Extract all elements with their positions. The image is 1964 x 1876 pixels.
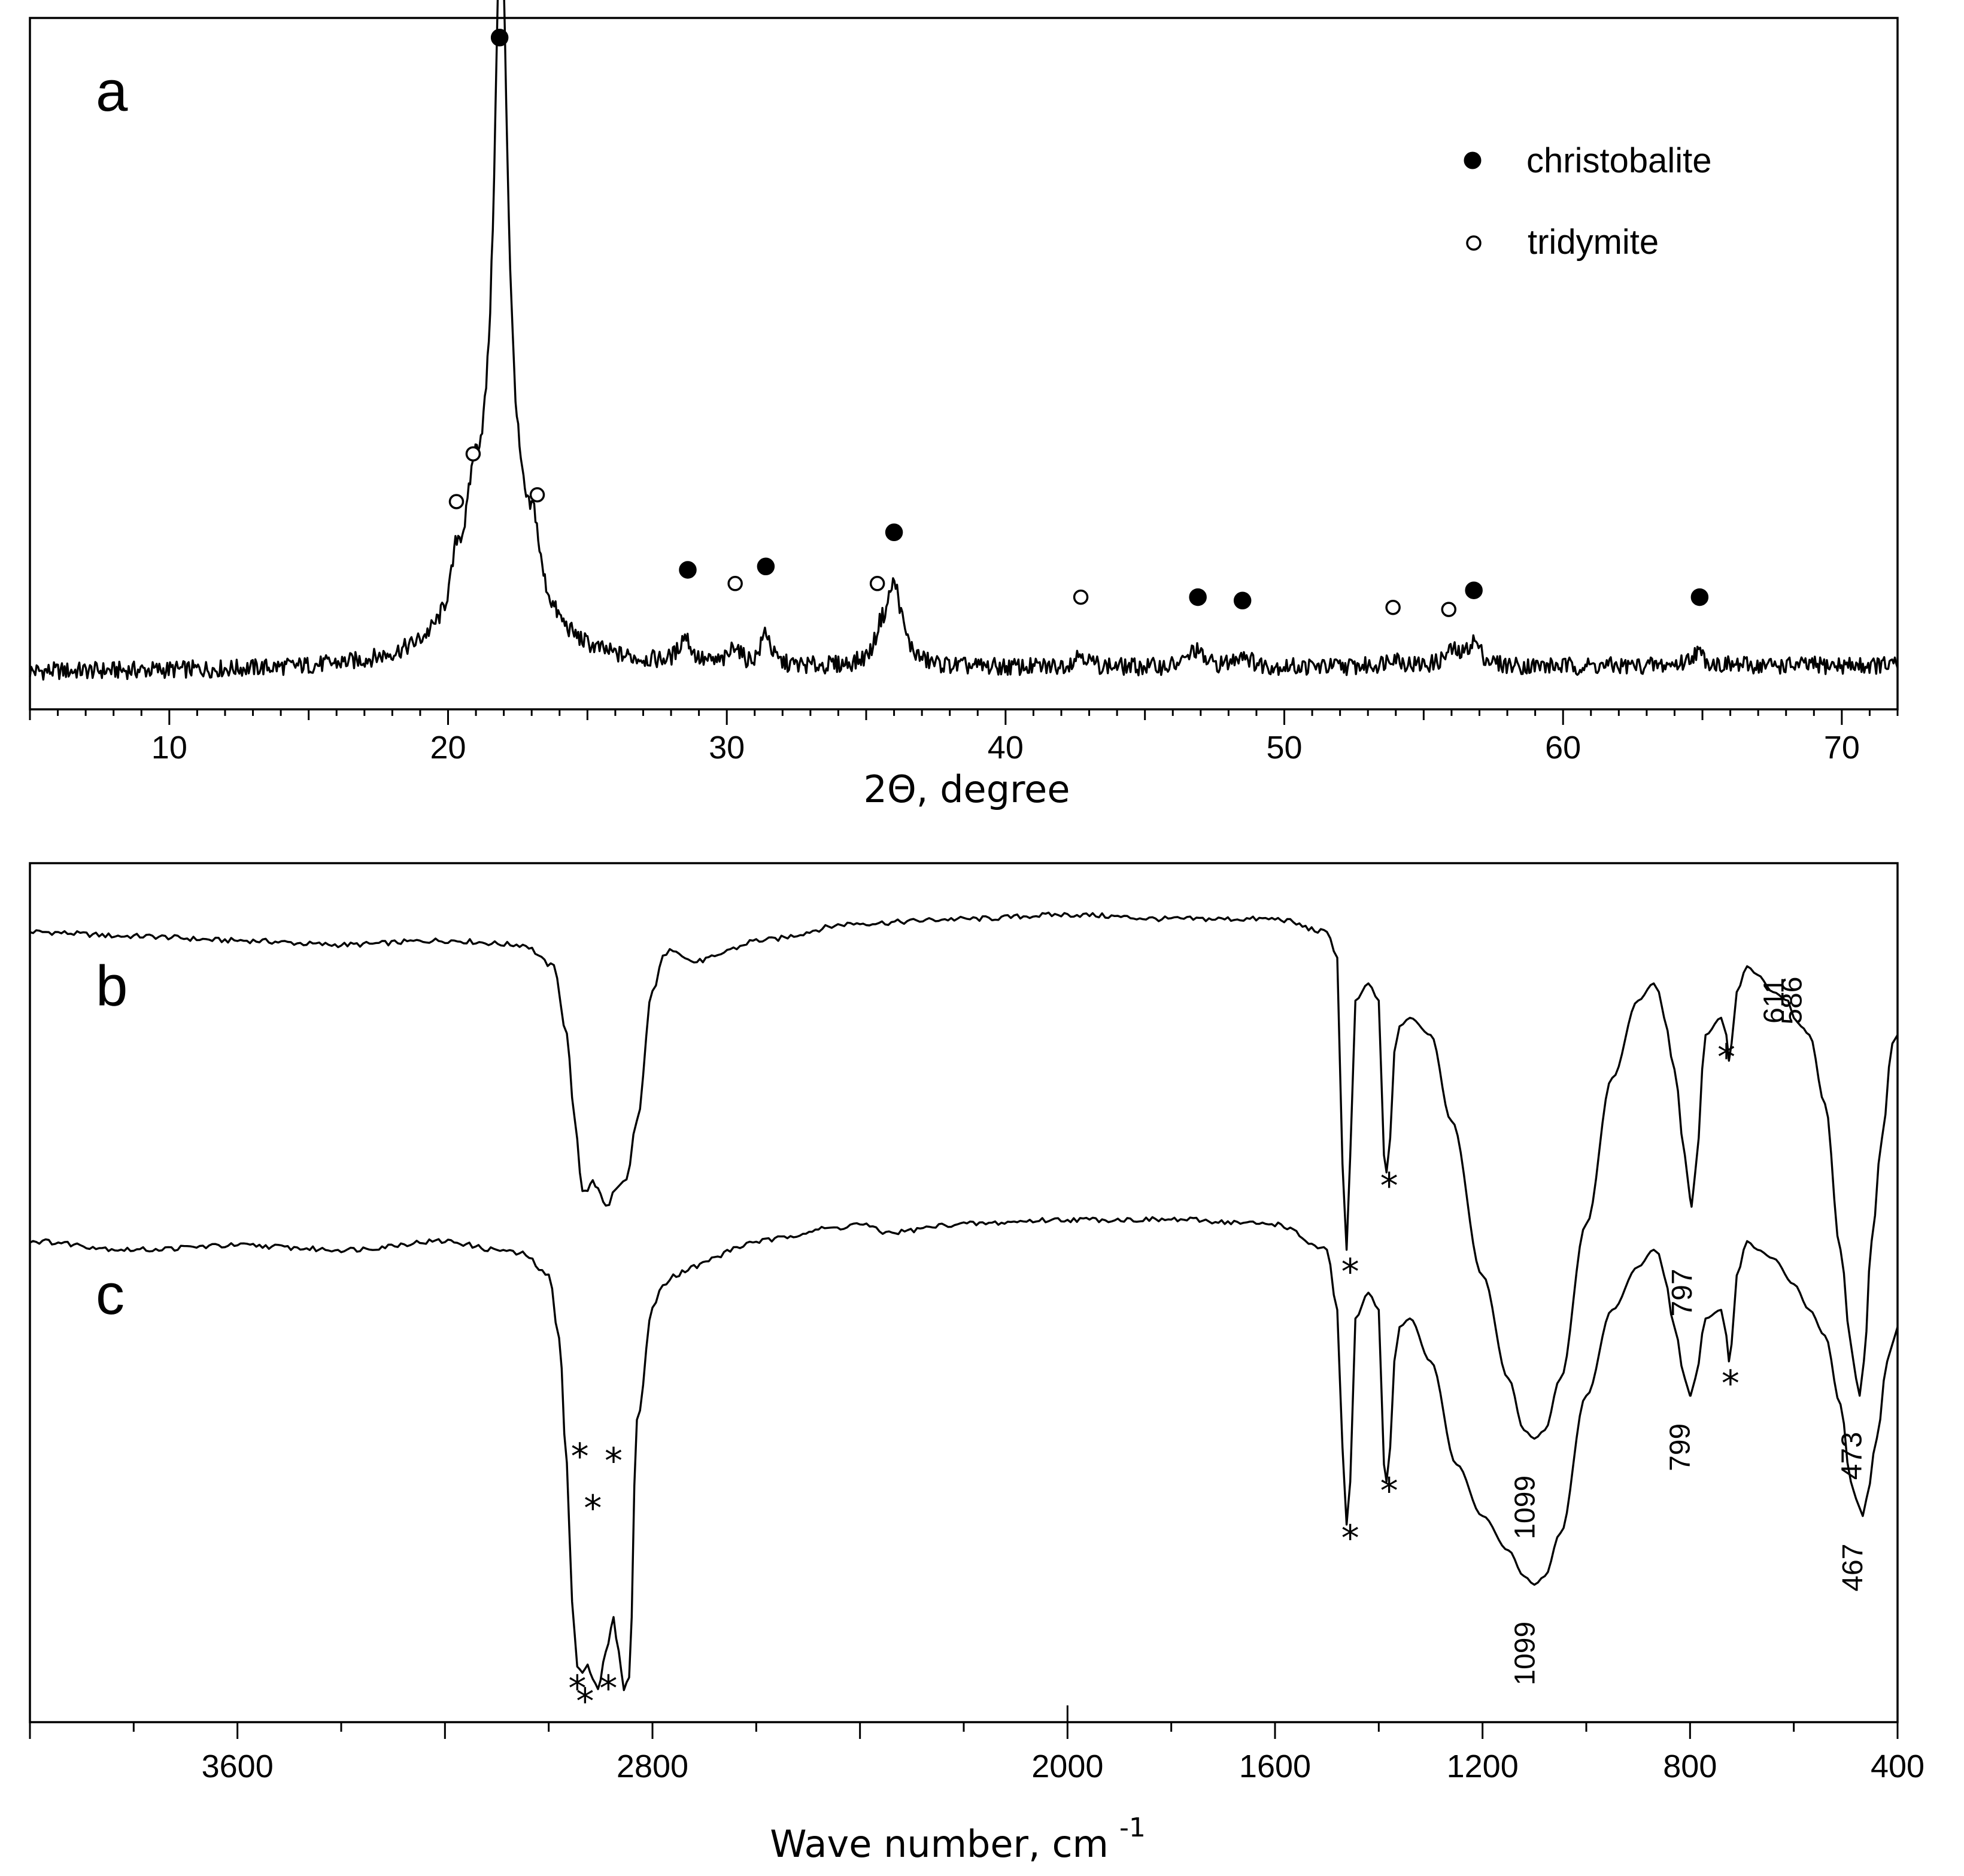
- ir-peak-label-c-799: 799: [1664, 1423, 1696, 1471]
- ir-star-marker-c: *: [1722, 1363, 1740, 1405]
- ir-star-marker-c: *: [1380, 1470, 1398, 1512]
- ir-star-marker-b: *: [584, 1488, 602, 1529]
- xrd-pattern-line: [29, 0, 1899, 681]
- xrd-marker-tridymite: [529, 487, 545, 503]
- ir-star-marker-c: *: [568, 1668, 586, 1710]
- xrd-plot-frame: [29, 17, 1899, 711]
- xrd-marker-christobalite: [757, 557, 775, 576]
- xrd-marker-christobalite: [1189, 588, 1207, 606]
- xrd-marker-christobalite: [1465, 581, 1483, 599]
- ir-peak-label-c-467: 467: [1837, 1544, 1869, 1592]
- xrd-marker-christobalite: [1690, 588, 1709, 606]
- ir-x-tick-label-2000: 2000: [1031, 1748, 1103, 1784]
- ir-x-tick-label-400: 400: [1871, 1748, 1924, 1784]
- xrd-x-tick-label-40: 40: [988, 730, 1024, 766]
- xrd-x-tick-label-70: 70: [1824, 730, 1860, 766]
- ir-x-axis-title-superscript: -1: [1119, 1813, 1146, 1843]
- panel-label-c: c: [96, 1262, 125, 1326]
- ir-star-marker-b: *: [1341, 1251, 1359, 1293]
- ir-peak-label-b-797: 797: [1666, 1268, 1698, 1316]
- ir-star-marker-b: *: [571, 1436, 589, 1478]
- xrd-x-tick-label-10: 10: [151, 730, 187, 766]
- xrd-x-tick-label-50: 50: [1266, 730, 1302, 766]
- xrd-marker-tridymite: [448, 494, 465, 509]
- xrd-marker-tridymite: [465, 446, 481, 462]
- xrd-x-tick-label-30: 30: [709, 730, 745, 766]
- ir-spectrum-c-line: [29, 1216, 1899, 1692]
- ir-star-marker-c: *: [576, 1681, 594, 1723]
- xrd-marker-christobalite: [885, 523, 903, 542]
- ir-x-tick-label-800: 800: [1663, 1748, 1717, 1784]
- legend-marker-christobalite: [1464, 151, 1482, 169]
- legend-label-christobalite: christobalite: [1526, 141, 1711, 180]
- ir-peak-label-b-586: 586: [1777, 977, 1808, 1025]
- ir-star-marker-c: *: [599, 1668, 617, 1710]
- ir-x-axis-title-main: Wave number, cm: [770, 1822, 1109, 1866]
- xrd-marker-christobalite: [1233, 591, 1252, 610]
- ir-x-axis-title: Wave number, cm -1: [770, 1813, 1146, 1866]
- legend-marker-tridymite: [1466, 235, 1482, 251]
- xrd-marker-tridymite: [1073, 589, 1089, 605]
- xrd-x-tick-label-60: 60: [1545, 730, 1581, 766]
- ir-x-tick-label-1200: 1200: [1447, 1748, 1519, 1784]
- panel-label-b: b: [96, 954, 128, 1018]
- ir-x-tick-label-3600: 3600: [202, 1748, 274, 1784]
- xrd-x-tick-label-20: 20: [430, 730, 466, 766]
- ir-peak-label-b-473: 473: [1836, 1432, 1868, 1480]
- ir-star-marker-b: *: [1717, 1036, 1735, 1078]
- ir-peak-label-b-611: 611: [1758, 978, 1790, 1024]
- xrd-marker-tridymite: [1441, 602, 1457, 617]
- panel-label-a: a: [96, 59, 128, 123]
- legend-label-tridymite: tridymite: [1528, 223, 1659, 262]
- xrd-marker-tridymite: [727, 576, 743, 591]
- ir-spectrum-b-line: [29, 911, 1899, 1440]
- xrd-marker-tridymite: [1385, 599, 1401, 615]
- xrd-x-axis-title: 2Θ, degree: [864, 767, 1070, 811]
- ir-x-tick-label-1600: 1600: [1239, 1748, 1311, 1784]
- ir-plot-frame: [29, 862, 1899, 1723]
- xrd-legend: christobalite tridymite: [1464, 141, 1711, 262]
- xrd-marker-tridymite: [869, 576, 885, 591]
- ir-star-marker-c: *: [1341, 1517, 1359, 1559]
- ir-star-marker-b: *: [1380, 1165, 1398, 1207]
- ir-peak-label-b-1099: 1099: [1509, 1476, 1541, 1540]
- ir-star-marker-b: *: [605, 1440, 623, 1482]
- ir-peak-label-c-1099: 1099: [1509, 1622, 1541, 1686]
- xrd-marker-christobalite: [490, 29, 509, 47]
- ir-x-tick-label-2800: 2800: [617, 1748, 688, 1784]
- xrd-marker-christobalite: [679, 561, 697, 579]
